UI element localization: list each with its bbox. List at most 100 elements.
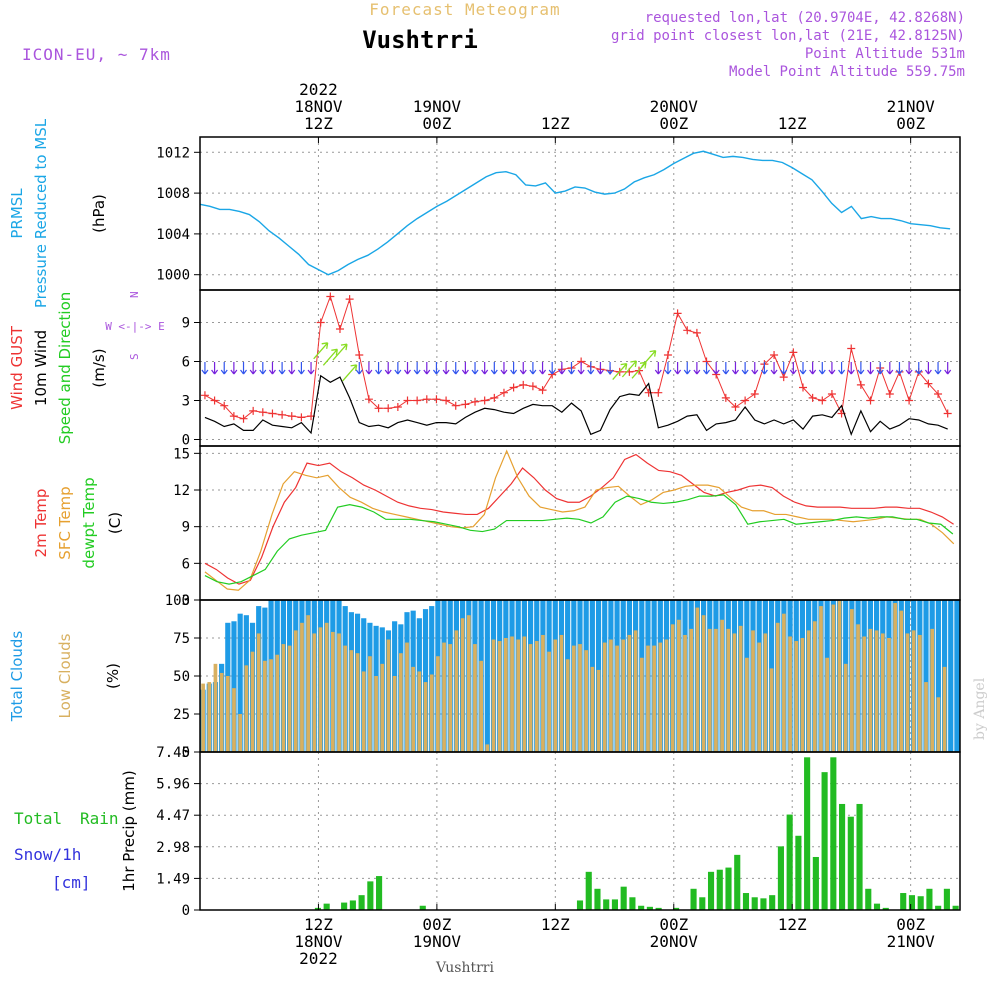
panel-frame — [199, 289, 961, 447]
subtitle: Forecast Meteogram — [369, 0, 560, 19]
gust-marker — [278, 410, 287, 419]
low-cloud-bar — [460, 618, 465, 752]
gust-marker — [432, 395, 441, 404]
gust-marker — [779, 373, 788, 382]
wind-direction-arrow — [683, 362, 691, 375]
wind-direction-arrow — [278, 362, 286, 375]
panel-title: (C) — [106, 512, 124, 534]
y-tick-label: 100 — [165, 593, 190, 609]
wind-direction-arrow — [944, 362, 952, 375]
y-tick-label: 6 — [182, 355, 190, 371]
gust-marker — [818, 396, 827, 405]
low-cloud-bar — [825, 657, 830, 752]
gust-marker — [741, 396, 750, 405]
gust-marker — [866, 396, 875, 405]
low-cloud-bar — [429, 674, 434, 752]
precip-bar — [847, 816, 854, 910]
dewpt-line — [204, 494, 954, 585]
pressure-line — [199, 150, 951, 276]
panel-title: (hPa) — [90, 194, 108, 233]
precip-bar — [638, 905, 645, 910]
gust-marker — [673, 309, 682, 318]
time-label-top: 2022 — [299, 80, 338, 99]
panel-title: 2m Temp — [32, 489, 50, 558]
low-cloud-bar — [263, 660, 267, 752]
gust-marker — [731, 403, 740, 411]
compass-n: N — [128, 291, 141, 298]
gust-marker — [229, 412, 238, 421]
precip-bar — [917, 896, 924, 910]
credit-watermark: by Angel — [972, 677, 988, 740]
low-cloud-bar — [473, 644, 477, 752]
low-cloud-bar — [275, 654, 280, 752]
low-cloud-bar — [528, 644, 533, 752]
wind-direction-arrow — [606, 362, 614, 375]
low-cloud-bar — [398, 653, 403, 752]
wind-direction-arrow — [539, 362, 547, 375]
bottom-location: Vushtrri — [435, 960, 494, 976]
precip-bar — [821, 772, 828, 910]
wind-direction-arrow — [789, 362, 797, 375]
wind-direction-arrow — [471, 362, 479, 375]
precip-bar — [742, 893, 750, 910]
gust-marker — [345, 295, 354, 304]
gust-marker — [268, 409, 277, 418]
wind-direction-arrow — [510, 362, 518, 375]
data-layer — [199, 150, 960, 911]
gust-line — [204, 294, 949, 420]
low-cloud-bar — [578, 644, 582, 752]
low-cloud-bar — [219, 672, 224, 752]
panel-frame — [199, 751, 961, 911]
wind-direction-arrow — [568, 362, 575, 375]
model-altitude: Model Point Altitude 559.75m — [729, 64, 965, 80]
gust-marker — [644, 388, 653, 397]
wind-direction-arrow — [259, 362, 267, 375]
low-cloud-bar — [732, 633, 737, 752]
wind-direction-arrow — [867, 362, 874, 375]
time-label-bottom: 20NOV — [650, 932, 699, 951]
low-cloud-bar — [368, 656, 372, 752]
gust-marker — [847, 344, 856, 353]
precip-bar — [673, 907, 680, 910]
panel-title: Low Clouds — [56, 633, 74, 718]
grid-layer — [200, 137, 960, 911]
model-label: ICON-EU, ~ 7km — [22, 45, 171, 64]
low-cloud-bar — [714, 628, 718, 752]
gust-marker — [827, 390, 836, 398]
low-cloud-bar — [213, 663, 218, 752]
wind-direction-arrow — [587, 362, 595, 375]
gust-marker — [335, 325, 344, 333]
y-tick-label: 1000 — [156, 268, 190, 284]
low-cloud-bar — [899, 610, 904, 752]
low-cloud-bar — [466, 615, 471, 752]
low-cloud-bar — [880, 633, 885, 752]
total-label: Total — [14, 809, 62, 828]
wind-direction-arrow — [342, 364, 358, 382]
gust-marker — [355, 351, 364, 359]
gust-marker — [943, 409, 952, 418]
precip-bar — [323, 903, 330, 910]
gust-marker — [364, 395, 373, 404]
gust-marker — [249, 406, 258, 415]
gust-marker — [519, 380, 528, 389]
wind-direction-arrow — [220, 362, 228, 375]
wind-direction-arrow — [876, 362, 884, 375]
low-cloud-bar — [726, 628, 731, 752]
low-cloud-bar — [621, 639, 626, 752]
precip-bar — [795, 835, 802, 910]
wind-direction-arrow — [313, 342, 329, 360]
precip-bar — [873, 903, 881, 910]
wind-direction-arrow — [641, 349, 657, 368]
low-cloud-bar — [479, 660, 483, 752]
wind-direction-arrow — [703, 362, 711, 375]
wind-direction-arrow — [674, 362, 682, 375]
precip-bar — [646, 906, 653, 910]
gust-marker — [200, 391, 209, 400]
time-label-top: 12Z — [304, 114, 333, 133]
y-tick-label: 7.45 — [156, 745, 190, 761]
precip-bar — [594, 888, 601, 910]
low-cloud-bar — [504, 638, 508, 752]
precip-bar — [839, 803, 846, 910]
low-cloud-bar — [423, 682, 428, 752]
